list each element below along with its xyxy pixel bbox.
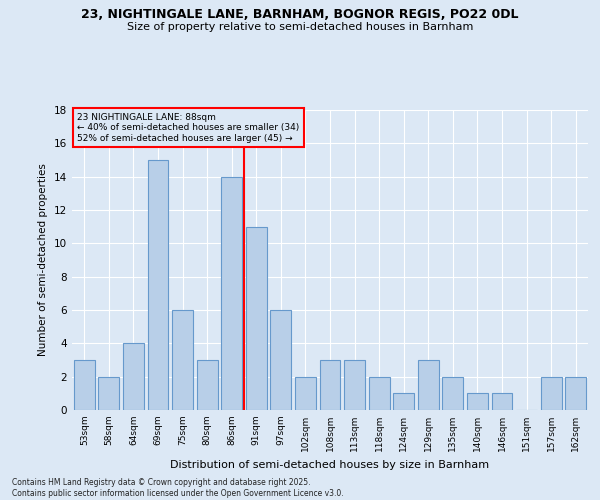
Bar <box>123 344 144 410</box>
Text: 23, NIGHTINGALE LANE, BARNHAM, BOGNOR REGIS, PO22 0DL: 23, NIGHTINGALE LANE, BARNHAM, BOGNOR RE… <box>81 8 519 20</box>
Bar <box>320 360 340 410</box>
Bar <box>197 360 218 410</box>
Bar <box>246 226 267 410</box>
X-axis label: Distribution of semi-detached houses by size in Barnham: Distribution of semi-detached houses by … <box>170 460 490 469</box>
Bar <box>172 310 193 410</box>
Bar <box>221 176 242 410</box>
Bar <box>491 394 512 410</box>
Text: Size of property relative to semi-detached houses in Barnham: Size of property relative to semi-detach… <box>127 22 473 32</box>
Bar <box>148 160 169 410</box>
Text: 23 NIGHTINGALE LANE: 88sqm
← 40% of semi-detached houses are smaller (34)
52% of: 23 NIGHTINGALE LANE: 88sqm ← 40% of semi… <box>77 113 299 143</box>
Bar <box>368 376 389 410</box>
Bar <box>271 310 292 410</box>
Text: Contains HM Land Registry data © Crown copyright and database right 2025.
Contai: Contains HM Land Registry data © Crown c… <box>12 478 344 498</box>
Bar <box>565 376 586 410</box>
Bar <box>418 360 439 410</box>
Bar <box>295 376 316 410</box>
Bar <box>393 394 414 410</box>
Y-axis label: Number of semi-detached properties: Number of semi-detached properties <box>38 164 49 356</box>
Bar <box>98 376 119 410</box>
Bar <box>74 360 95 410</box>
Bar <box>344 360 365 410</box>
Bar <box>467 394 488 410</box>
Bar <box>442 376 463 410</box>
Bar <box>541 376 562 410</box>
